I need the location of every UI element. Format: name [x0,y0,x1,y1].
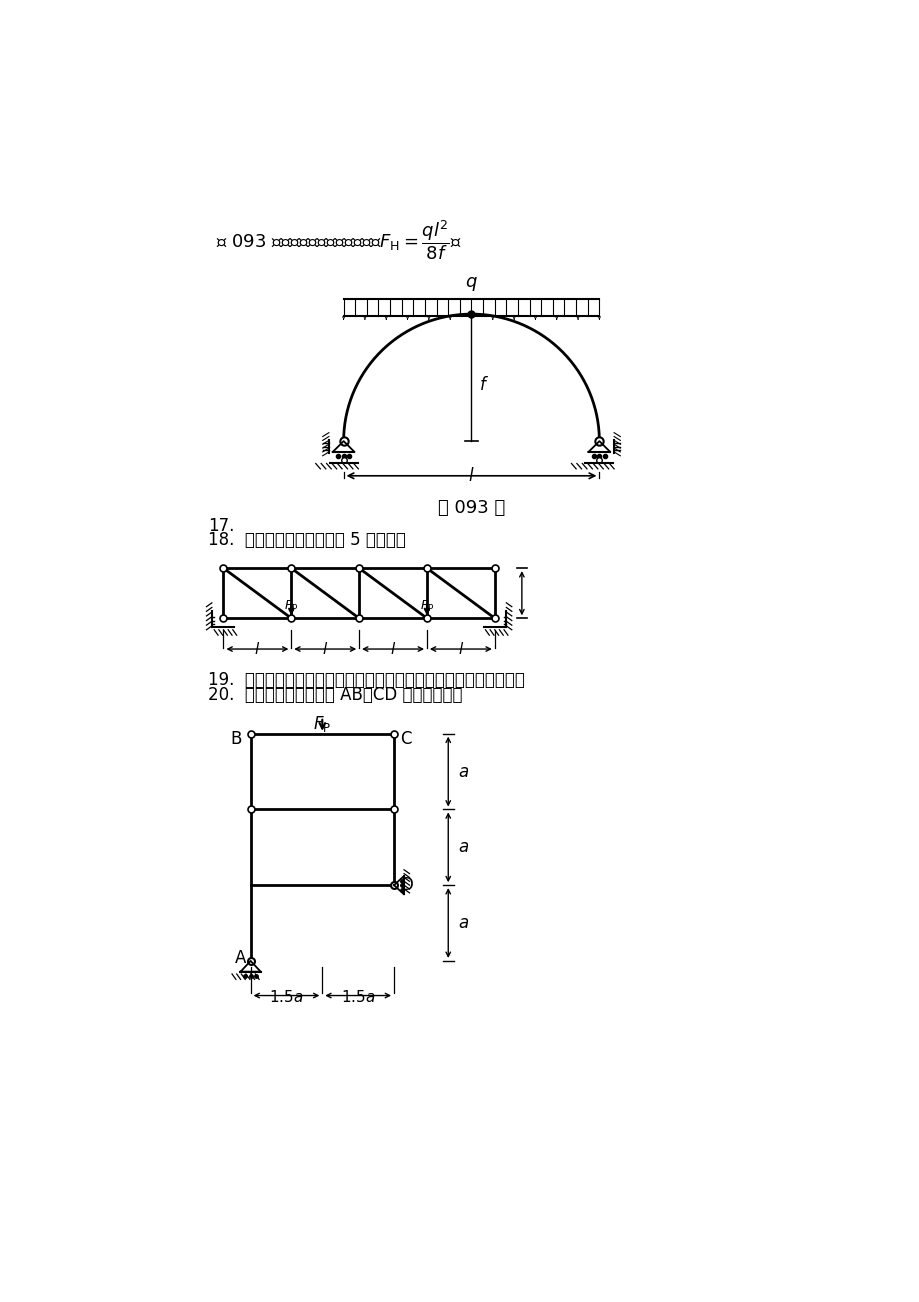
Text: $a$: $a$ [457,914,468,932]
Text: $l$: $l$ [322,641,328,656]
Text: A: A [235,949,246,967]
Text: $l$: $l$ [390,641,396,656]
Text: 题 093 图所示三铰拱的水平支反力$F_{\mathrm{H}} = \dfrac{ql^2}{8f}$。: 题 093 图所示三铰拱的水平支反力$F_{\mathrm{H}} = \dfr… [216,217,460,262]
Text: $1.5a$: $1.5a$ [269,988,303,1005]
Text: B: B [230,730,241,747]
Text: 18.  题图所示受荷的结构有 5 根零杆。: 18. 题图所示受荷的结构有 5 根零杆。 [208,531,405,549]
Text: 题 093 图: 题 093 图 [437,499,505,517]
Text: 17.: 17. [208,517,234,535]
Text: $1.5a$: $1.5a$ [340,988,375,1005]
Text: $l$: $l$ [254,641,260,656]
Text: C: C [400,730,412,747]
Text: $q$: $q$ [465,275,477,293]
Text: $a$: $a$ [457,838,468,857]
Text: 19.  若平面体系的实际自由度为零，则该体系一定为几何不变体系。: 19. 若平面体系的实际自由度为零，则该体系一定为几何不变体系。 [208,671,525,689]
Text: $l$: $l$ [468,467,474,486]
Text: $l$: $l$ [458,641,463,656]
Text: $F_{\mathrm{P}}$: $F_{\mathrm{P}}$ [312,715,331,734]
Text: $f$: $f$ [479,376,489,395]
Text: D: D [400,876,413,894]
Text: $a$: $a$ [457,763,468,781]
Text: 20.  图所示结构中，杆件 AB、CD 的弯矩为零。: 20. 图所示结构中，杆件 AB、CD 的弯矩为零。 [208,686,462,704]
Text: $F_{\mathrm{P}}$: $F_{\mathrm{P}}$ [419,599,434,615]
Text: $F_{\mathrm{P}}$: $F_{\mathrm{P}}$ [284,599,298,615]
